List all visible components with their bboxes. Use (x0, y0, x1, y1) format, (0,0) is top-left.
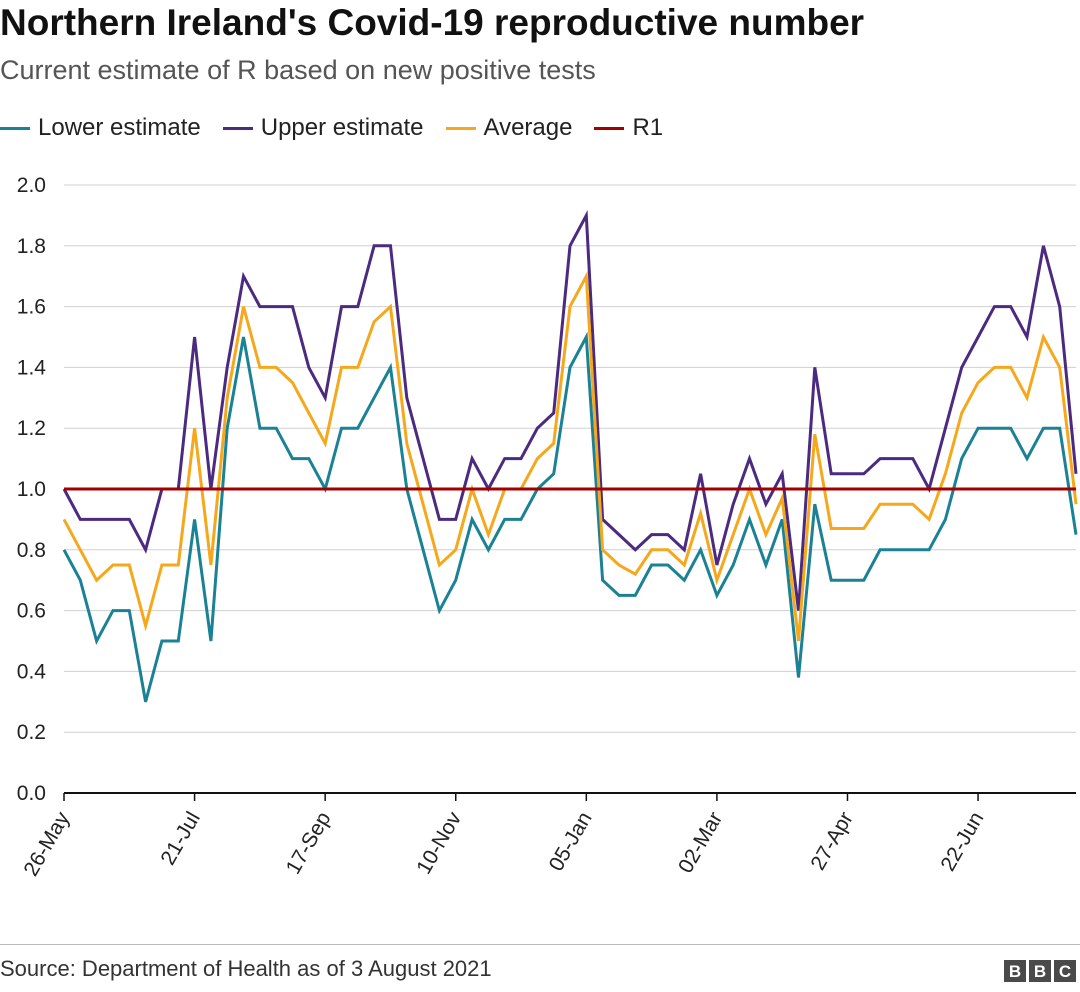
y-tick-label: 1.2 (17, 417, 46, 440)
x-tick-label: 21-Jul (156, 808, 205, 869)
x-tick-label: 02-Mar (674, 808, 727, 877)
y-tick-label: 1.6 (17, 296, 46, 319)
legend-label-r1: R1 (632, 114, 664, 141)
bbc-logo-letter: B (1004, 960, 1026, 982)
y-tick-label: 0.0 (17, 782, 46, 805)
series-line-upper-estimate (62, 209, 1078, 611)
legend-item-upper-estimate: Upper estimate (222, 114, 424, 142)
legend: Lower estimate Upper estimate Average R1 (0, 114, 685, 142)
legend-item-average: Average (445, 114, 573, 142)
x-tick-label: 26-May (19, 808, 74, 881)
legend-swatch-r1 (594, 126, 625, 130)
legend-label-lower-estimate: Lower estimate (38, 114, 201, 141)
chart-subtitle: Current estimate of R based on new posit… (0, 55, 596, 85)
source-note: Source: Department of Health as of 3 Aug… (0, 956, 492, 981)
series-lines (62, 209, 1078, 703)
line-chart: 0.0 0.2 0.4 0.6 0.8 1.0 1.2 1.4 1.6 1.8 2.0 26-May… (17, 174, 1078, 880)
y-tick-label: 2.0 (17, 174, 46, 197)
y-tick-label: 1.8 (17, 235, 46, 258)
y-tick-label: 0.4 (17, 660, 47, 683)
x-tick-label: 27-Apr (806, 808, 857, 874)
bbc-logo: B B C (1004, 960, 1076, 982)
footer-divider (0, 944, 1080, 945)
y-tick-label: 0.2 (17, 721, 46, 744)
bbc-logo-letter: B (1029, 960, 1051, 982)
y-tick-label: 1.0 (17, 478, 46, 501)
legend-swatch-upper-estimate (222, 126, 253, 130)
x-tick-label: 05-Jan (545, 808, 597, 875)
legend-item-lower-estimate: Lower estimate (0, 114, 201, 142)
legend-swatch-average (445, 126, 476, 130)
legend-swatch-lower-estimate (0, 126, 30, 130)
legend-item-r1: R1 (594, 114, 663, 142)
series-line-lower-estimate (62, 331, 1078, 703)
x-tick-label: 22-Jun (936, 808, 988, 875)
legend-label-upper-estimate: Upper estimate (260, 114, 424, 141)
x-axis-ticks: 26-May 21-Jul 17-Sep 10-Nov 05-Jan 02-Mar 27-A… (19, 793, 988, 880)
y-tick-label: 0.6 (17, 600, 46, 623)
y-tick-label: 1.4 (17, 356, 47, 379)
series-line-average (62, 270, 1078, 642)
legend-label-average: Average (483, 114, 573, 141)
chart-title: Northern Ireland's Covid-19 reproductive… (0, 2, 865, 43)
x-tick-label: 10-Nov (412, 808, 466, 879)
y-tick-label: 0.8 (17, 539, 46, 562)
y-axis-ticks: 0.0 0.2 0.4 0.6 0.8 1.0 1.2 1.4 1.6 1.8 2.0 (17, 174, 47, 805)
bbc-logo-letter: C (1054, 960, 1076, 982)
x-tick-label: 17-Sep (282, 808, 336, 878)
